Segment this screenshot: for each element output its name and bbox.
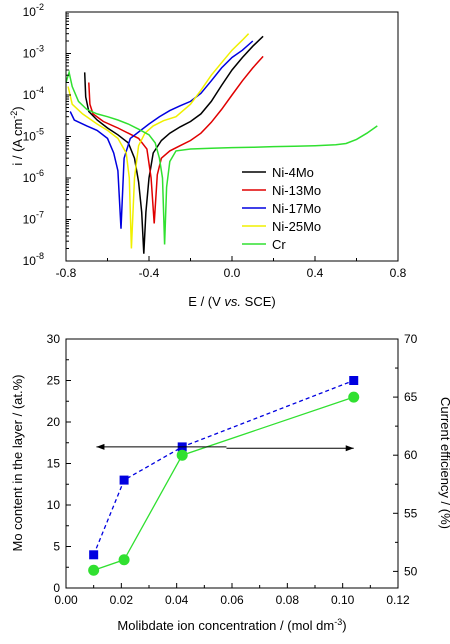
y-tick-label: 30 — [47, 332, 61, 346]
composition-y2-axis-label: Current efficiency / (%) — [438, 397, 450, 529]
y-tick-mantissa: 10 — [23, 171, 37, 185]
y2-tick-label: 70 — [404, 332, 418, 346]
polarization-y-axis-label: i / (A cm-2) — [9, 106, 25, 165]
legend-label-ni-25mo: Ni-25Mo — [272, 219, 321, 234]
series-line-ni-13mo — [88, 55, 264, 224]
y-tick-exponent: -6 — [36, 168, 44, 178]
composition-chart: 0.00 0.02 0.04 0.06 0.08 0.10 0.12 0 5 10 15 20 25 30… — [10, 332, 450, 633]
y-tick-exponent: -3 — [36, 44, 44, 54]
y-tick-exponent: -2 — [36, 2, 44, 12]
polarization-ticks: -0.8 -0.4 0.0 0.4 0.810-810-710-610-510-410-… — [23, 2, 407, 280]
y-tick-label: 25 — [47, 374, 61, 388]
polarization-legend: Ni-4Mo Ni-13Mo Ni-17Mo Ni-25Mo Cr — [242, 165, 321, 252]
data-point-circle — [176, 449, 188, 461]
y2-tick-label: 50 — [404, 564, 418, 578]
x-tick-label: 0.10 — [331, 593, 355, 607]
x-tick-label: 0.04 — [165, 593, 189, 607]
y-tick-label: 0 — [53, 581, 60, 595]
y-tick-label: 10 — [47, 498, 61, 512]
x-tick-label: 0.06 — [220, 593, 244, 607]
composition-x-axis-label-part1: Molibdate ion concentration / (mol dm — [117, 618, 334, 633]
x-tick-label: 0.02 — [110, 593, 134, 607]
x-tick-label: 0.0 — [224, 266, 241, 280]
y-tick-mantissa: 10 — [23, 130, 37, 144]
y-tick-mantissa: 10 — [23, 47, 37, 61]
series-line-right — [93, 396, 354, 571]
legend-label-ni-4mo: Ni-4Mo — [272, 165, 314, 180]
y-tick-mantissa: 10 — [23, 254, 37, 268]
series-line-ni-25mo — [67, 33, 250, 249]
polarization-y-axis-label-part1: i / (A cm — [10, 119, 25, 166]
polarization-x-axis-label: E / (V vs. SCE) — [188, 294, 275, 309]
polarization-x-axis-label-part3: SCE) — [241, 294, 276, 309]
y-tick-mantissa: 10 — [23, 5, 37, 19]
y-tick-exponent: -5 — [36, 127, 44, 137]
y2-tick-label: 55 — [404, 506, 418, 520]
composition-ticks: 0.00 0.02 0.04 0.06 0.08 0.10 0.12 0 5 10 15 20 25 30… — [47, 332, 418, 607]
series-line-cr — [65, 69, 378, 245]
composition-x-axis-label-part3: ) — [342, 618, 346, 633]
x-tick-label: 0.08 — [276, 593, 300, 607]
polarization-x-axis-label-part2: vs. — [224, 294, 241, 309]
x-tick-label: -0.4 — [139, 266, 160, 280]
series-line-left — [93, 379, 354, 556]
data-point-circle — [88, 564, 100, 576]
y-tick-exponent: -4 — [36, 85, 44, 95]
y-tick-label: 10-3 — [23, 44, 44, 61]
y-tick-label: 10-4 — [23, 85, 44, 102]
legend-label-cr: Cr — [272, 237, 286, 252]
y-tick-label: 10-7 — [23, 210, 44, 227]
x-tick-label: 0.00 — [54, 593, 78, 607]
y-tick-exponent: -7 — [36, 210, 44, 220]
axis-arrow-head-right — [345, 445, 354, 452]
x-tick-label: -0.8 — [56, 266, 77, 280]
polarization-y-axis-label-sup: -2 — [9, 111, 19, 119]
y-tick-label: 10-5 — [23, 127, 44, 144]
legend-label-ni-17mo: Ni-17Mo — [272, 201, 321, 216]
composition-x-axis-label: Molibdate ion concentration / (mol dm-3) — [117, 617, 346, 633]
y-tick-mantissa: 10 — [23, 88, 37, 102]
x-tick-label: 0.12 — [386, 593, 410, 607]
y-tick-exponent: -8 — [36, 251, 44, 261]
y-tick-label: 10-2 — [23, 2, 44, 19]
data-point-square — [89, 550, 99, 560]
y2-tick-label: 60 — [404, 448, 418, 462]
y-tick-label: 5 — [53, 540, 60, 554]
data-point-square — [349, 376, 359, 385]
composition-y-axis-label: Mo content in the layer / (at.%) — [10, 374, 25, 551]
polarization-x-axis-label-part1: E / (V — [188, 294, 224, 309]
composition-plot-frame — [65, 338, 399, 589]
y2-tick-label: 65 — [404, 390, 418, 404]
y-tick-label: 20 — [47, 415, 61, 429]
series-line-ni-17mo — [69, 40, 254, 229]
y-tick-label: 10-8 — [23, 251, 44, 268]
data-point-square — [119, 475, 129, 485]
data-point-circle — [118, 554, 130, 566]
axis-arrow-head-left — [96, 443, 105, 450]
polarization-chart: -0.8 -0.4 0.0 0.4 0.810-810-710-610-510-410-… — [9, 2, 407, 309]
composition-series — [88, 376, 360, 576]
series-line-ni-4mo — [83, 35, 264, 254]
y-tick-label: 15 — [47, 457, 61, 471]
x-tick-label: 0.8 — [390, 266, 407, 280]
composition-x-axis-label-sup: -3 — [334, 617, 342, 627]
composition-annotations — [96, 443, 354, 452]
polarization-y-axis-label-part3: ) — [10, 106, 25, 110]
data-point-circle — [348, 391, 360, 403]
x-tick-label: 0.4 — [307, 266, 324, 280]
y-tick-label: 10-6 — [23, 168, 44, 185]
polarization-series — [65, 33, 378, 254]
legend-label-ni-13mo: Ni-13Mo — [272, 183, 321, 198]
y-tick-mantissa: 10 — [23, 213, 37, 227]
